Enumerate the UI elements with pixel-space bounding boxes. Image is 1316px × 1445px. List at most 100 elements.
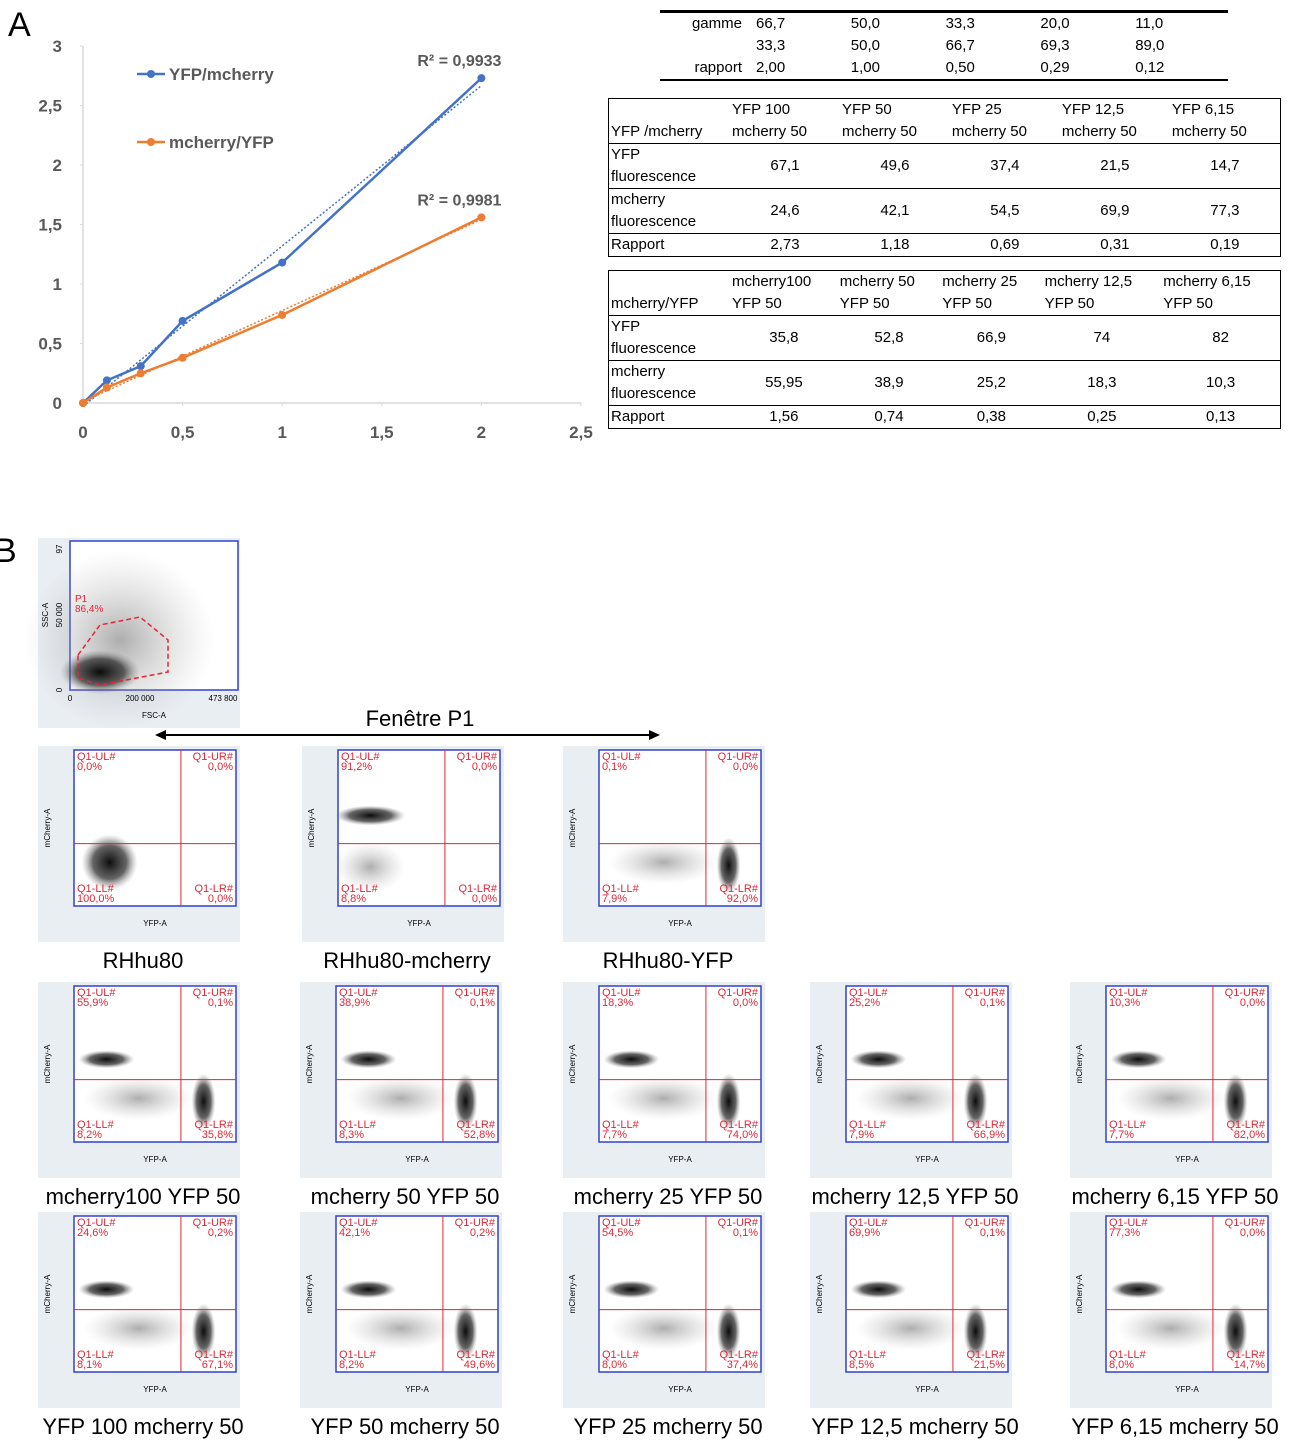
cell-text: fluorescence <box>611 385 697 402</box>
quadrant-name: Q1-LL# <box>77 1119 115 1131</box>
cell-text: 52,8 <box>874 329 904 346</box>
plot-caption: mcherry 6,15 YFP 50 <box>1071 1184 1278 1209</box>
y-tick-label: 1,5 <box>38 216 62 235</box>
cell-cloud <box>340 1050 397 1069</box>
cell-text: mcherry 50 <box>732 123 808 140</box>
quadrant-percent: 74,0% <box>727 1129 758 1141</box>
cell-cloud <box>608 840 719 885</box>
cell-text: 10,3 <box>1205 374 1236 391</box>
quadrant-percent: 24,6% <box>77 1227 108 1239</box>
cell-text: Rapport <box>611 236 665 253</box>
table-row: mcherry/YFP mcherry100 YFP 50 mcherry 50 YFP… <box>608 271 1281 316</box>
cell-text: 55,95 <box>765 374 803 391</box>
quadrant-percent: 0,1% <box>733 1227 758 1239</box>
quadrant-percent: 21,5% <box>974 1359 1005 1371</box>
gate-value: 86,4% <box>75 604 103 615</box>
table-cell: mcherry 6,15 YFP 50 <box>1161 271 1280 316</box>
cell-text: YFP 50 <box>841 101 892 118</box>
legend-label: YFP/mcherry <box>169 65 274 84</box>
point <box>79 399 87 407</box>
quadrant-percent: 8,1% <box>77 1359 102 1371</box>
quadrant-name: Q1-LL# <box>1109 1349 1147 1361</box>
x-tick-label: 473 800 <box>209 694 238 703</box>
quadrant-name: Q1-UR# <box>457 751 498 763</box>
quadrant-name: Q1-UR# <box>1225 987 1266 999</box>
cell-text: 0,31 <box>1100 236 1130 253</box>
trendline <box>82 85 482 407</box>
y-axis-label: mCherry-A <box>568 1044 577 1083</box>
table-row: YFP /mcherry YFP 100 mcherry 50 YFP 50 mcher… <box>608 99 1281 144</box>
y-tick-label: 97 <box>55 544 64 553</box>
plot-caption: YFP 25 mcherry 50 <box>573 1414 762 1439</box>
table-row: mcherry fluorescence 55,95 38,9 25,2 18,3 10,3 <box>608 361 1281 406</box>
quadrant-name: Q1-UR# <box>965 987 1006 999</box>
quadrant-percent: 0,0% <box>1240 1227 1265 1239</box>
table-cell: YFP 25 mcherry 50 <box>950 99 1060 144</box>
table-row: rapport 2,00 1,00 0,50 0,29 0,12 <box>660 57 1228 80</box>
cell-text: mcherry 50 <box>841 123 917 140</box>
quadrant-name: Q1-LL# <box>339 1119 377 1131</box>
quadrant-percent: 0,0% <box>1240 997 1265 1009</box>
x-tick-label: 2,5 <box>569 423 593 442</box>
cell-text: 0,50 <box>945 59 975 76</box>
quadrant-name: Q1-LL# <box>77 1349 115 1361</box>
quadrant-name: Q1-LR# <box>458 883 497 895</box>
cell-text: mcherry 12,5 <box>1044 273 1133 290</box>
cell-text: 74 <box>1093 329 1111 346</box>
cell-cloud <box>453 1073 478 1130</box>
x-axis-label: YFP-A <box>143 1385 167 1394</box>
quadrant-name: Q1-UR# <box>455 1217 496 1229</box>
quadrant-percent: 49,6% <box>464 1359 495 1371</box>
gate <box>77 616 169 686</box>
table-cell: 77,3 <box>1170 189 1281 234</box>
plot-caption: mcherry100 YFP 50 <box>46 1184 241 1209</box>
table-cell: 0,74 <box>838 406 940 429</box>
cell-cloud <box>1110 1050 1167 1069</box>
quadrant-name: Q1-LR# <box>194 1119 233 1131</box>
table-cell: Rapport <box>609 234 731 257</box>
cell-cloud <box>191 1073 216 1130</box>
table-cell: 0,29 <box>1038 57 1133 80</box>
table-cell: 0,13 <box>1161 406 1280 429</box>
cell-cloud <box>716 837 741 894</box>
cell-text: 20,0 <box>1040 15 1070 32</box>
gate-name: P1 <box>75 594 88 605</box>
table-cell: 1,18 <box>840 234 950 257</box>
quadrant-percent: 8,0% <box>1109 1359 1134 1371</box>
cell-text: 66,9 <box>976 329 1006 346</box>
cell-cloud <box>335 842 406 892</box>
x-axis-label: FSC-A <box>142 711 167 720</box>
cell-text: 69,9 <box>1100 202 1130 219</box>
cell-text: YFP 100 <box>732 101 791 118</box>
cell-cloud <box>78 1050 135 1069</box>
table-cell: 0,50 <box>944 57 1039 80</box>
quadrant-name: Q1-LR# <box>194 883 233 895</box>
quadrant-percent: 0,0% <box>208 761 233 773</box>
cell-text: 24,6 <box>770 202 800 219</box>
table-row: mcherry fluorescence 24,6 42,1 54,5 69,9 77,3 <box>608 189 1281 234</box>
cell-cloud <box>855 1076 966 1121</box>
quadrant-name: Q1-LL# <box>1109 1119 1147 1131</box>
table-row: 33,3 50,0 66,7 69,3 89,0 <box>660 35 1228 57</box>
quadrant-name: Q1-UL# <box>339 1217 378 1229</box>
quadrant-name: Q1-LL# <box>849 1349 887 1361</box>
table-cell: YFP 12,5 mcherry 50 <box>1060 99 1170 144</box>
x-axis-label: YFP-A <box>668 919 692 928</box>
table-cell: mcherry 50 YFP 50 <box>838 271 940 316</box>
table-cell: 66,9 <box>940 316 1042 361</box>
table-cell: 11,0 <box>1133 12 1228 36</box>
quadrant-name: Q1-LR# <box>194 1349 233 1361</box>
quadrant-percent: 25,2% <box>849 997 880 1009</box>
quadrant-name: Q1-UL# <box>602 751 641 763</box>
y-tick-label: 50 000 <box>55 602 64 627</box>
quadrant-percent: 8,3% <box>339 1129 364 1141</box>
quadrant-name: Q1-UL# <box>849 987 888 999</box>
table-cell: 42,1 <box>840 189 950 234</box>
quadrant-name: Q1-UL# <box>602 1217 641 1229</box>
table-cell: mcherry100 YFP 50 <box>730 271 838 316</box>
quadrant-percent: 55,9% <box>77 997 108 1009</box>
table-row: Rapport 1,56 0,74 0,38 0,25 0,13 <box>608 406 1281 429</box>
cell-text: YFP 50 <box>1044 295 1095 312</box>
table-cell: 20,0 <box>1038 12 1133 36</box>
cell-text: 69,3 <box>1040 37 1070 54</box>
